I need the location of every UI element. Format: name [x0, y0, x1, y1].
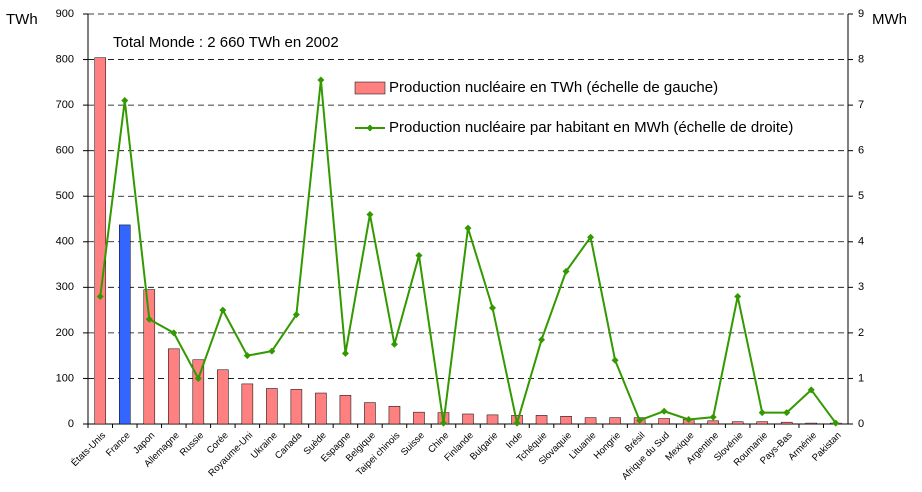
- line-marker: [170, 329, 178, 337]
- y-tick-label: 500: [56, 190, 74, 202]
- bar: [364, 402, 376, 425]
- y2-tick-label: 8: [858, 53, 864, 65]
- legend-label: Production nucléaire par habitant en MWh…: [389, 119, 793, 136]
- bar: [756, 421, 768, 425]
- line-marker: [832, 419, 840, 427]
- line-marker: [341, 349, 349, 357]
- line-marker: [268, 347, 276, 355]
- line-marker: [390, 340, 398, 348]
- legend-marker: [366, 124, 374, 132]
- line-marker: [219, 306, 227, 314]
- y2-tick-label: 3: [858, 281, 864, 293]
- line-marker: [562, 267, 570, 275]
- annotation: Total Monde : 2 660 TWh en 2002: [113, 34, 339, 51]
- line-marker: [709, 413, 717, 421]
- legend-label: Production nucléaire en TWh (échelle de …: [389, 79, 718, 96]
- bar: [119, 224, 131, 425]
- line-marker: [807, 386, 815, 394]
- y-tick-label: 700: [56, 99, 74, 111]
- bar: [192, 359, 205, 425]
- bar: [780, 421, 793, 425]
- line-marker: [685, 415, 693, 423]
- bar: [266, 388, 278, 425]
- line-marker: [317, 76, 325, 84]
- line-marker: [587, 233, 595, 241]
- y2-tick-label: 6: [858, 145, 864, 157]
- y-tick-label: 100: [56, 372, 74, 384]
- line-marker: [96, 292, 104, 300]
- y-tick-label: 900: [56, 8, 74, 20]
- bar: [388, 405, 401, 425]
- y-tick-label: 300: [56, 281, 74, 293]
- bar: [731, 421, 744, 425]
- y-tick-label: 200: [56, 327, 74, 339]
- line-marker: [783, 409, 791, 417]
- y-tick-label: 400: [56, 236, 74, 248]
- x-tick-label: États-Unis: [69, 430, 108, 469]
- line-marker: [145, 315, 153, 323]
- bar: [658, 418, 670, 425]
- bar: [241, 383, 254, 425]
- line-marker: [292, 311, 300, 319]
- line-marker: [464, 224, 472, 232]
- bar: [315, 392, 327, 425]
- y2-tick-label: 0: [858, 418, 864, 430]
- line-marker: [636, 416, 644, 424]
- bar: [290, 389, 303, 425]
- line-marker: [489, 304, 497, 312]
- line-marker: [611, 356, 619, 364]
- bar: [707, 420, 719, 425]
- line-marker: [366, 210, 374, 218]
- bar: [535, 415, 548, 425]
- line-marker: [415, 251, 423, 259]
- x-tick-label: Russie: [178, 430, 206, 458]
- x-tick-label: Hongrie: [592, 430, 623, 461]
- line-marker: [243, 352, 251, 360]
- bar: [560, 416, 572, 425]
- line-marker: [194, 374, 202, 382]
- bar: [462, 413, 474, 425]
- y-tick-label: 600: [56, 145, 74, 157]
- bar: [217, 369, 229, 425]
- y2-tick-label: 1: [858, 372, 864, 384]
- x-tick-label: Suisse: [399, 430, 427, 458]
- x-tick-label: Canada: [273, 430, 305, 462]
- bar: [805, 422, 817, 425]
- bar: [143, 289, 156, 425]
- bar: [584, 417, 597, 425]
- y-tick-label: 800: [56, 53, 74, 65]
- y2-tick-label: 4: [858, 236, 864, 248]
- bar: [413, 411, 425, 425]
- line-marker: [513, 419, 521, 427]
- bar: [609, 417, 621, 425]
- x-tick-label: France: [104, 430, 133, 459]
- bar: [486, 414, 499, 425]
- line-marker: [439, 419, 447, 427]
- bar: [94, 57, 107, 425]
- y-axis-label: TWh: [6, 11, 38, 28]
- line-marker: [538, 336, 546, 344]
- line-marker: [660, 407, 668, 415]
- line-marker: [734, 292, 742, 300]
- bar: [168, 348, 180, 425]
- y-tick-label: 0: [68, 418, 74, 430]
- y2-tick-label: 5: [858, 190, 864, 202]
- line-marker: [121, 97, 129, 105]
- x-tick-label: Inde: [504, 430, 525, 451]
- y2-tick-label: 2: [858, 327, 864, 339]
- bar: [339, 395, 352, 425]
- y2-axis-label: MWh: [872, 11, 907, 28]
- legend-swatch: [354, 81, 386, 95]
- y2-tick-label: 9: [858, 8, 864, 20]
- line-marker: [758, 409, 766, 417]
- y2-tick-label: 7: [858, 99, 864, 111]
